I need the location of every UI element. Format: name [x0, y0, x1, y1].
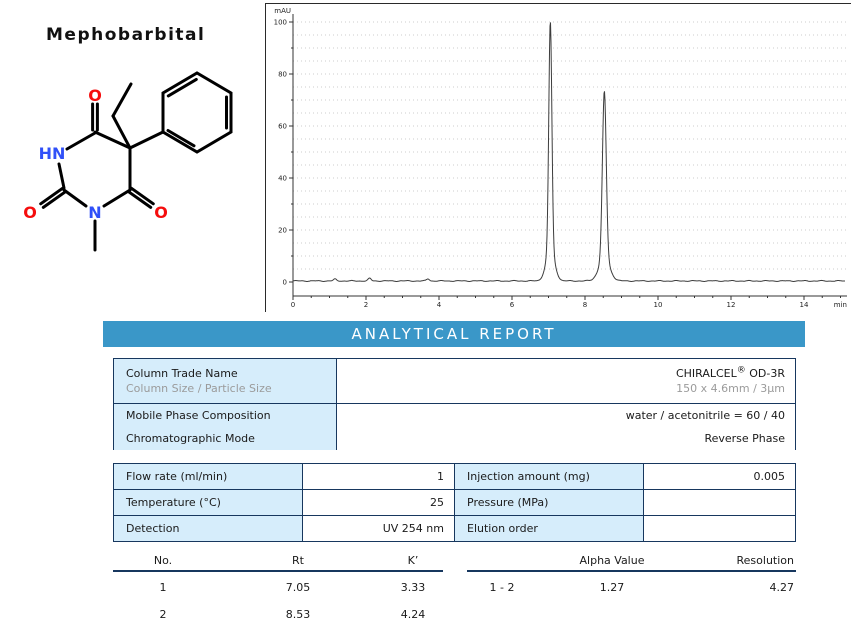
svg-text:mAU: mAU: [274, 7, 291, 15]
column-trade-name-value: CHIRALCEL® OD-3R: [675, 365, 785, 380]
column-header: Rt: [292, 553, 304, 567]
info-sublabel: Column Size / Particle Size: [126, 382, 272, 395]
info-label-cell: Mobile Phase Composition: [114, 404, 337, 427]
svg-text:10: 10: [654, 301, 663, 309]
result-cell: 7.05: [285, 580, 311, 594]
table-row: Flow rate (ml/min) 1 Injection amount (m…: [114, 464, 795, 489]
table-row: 1 7.05 3.33: [113, 575, 443, 599]
result-cell: 2: [159, 607, 167, 621]
table-row: Mobile Phase Composition water / acetoni…: [114, 403, 795, 427]
o-atom-label: O: [23, 203, 37, 222]
svg-text:80: 80: [278, 71, 287, 79]
compound-name: Mephobarbital: [46, 25, 206, 45]
param-label-cell: Injection amount (mg): [455, 464, 644, 489]
svg-text:20: 20: [278, 227, 287, 235]
results-header-row: No. Rt K’: [113, 550, 443, 572]
svg-text:40: 40: [278, 175, 287, 183]
table-row: Detection UV 254 nm Elution order: [114, 515, 795, 541]
result-cell: 4.24: [400, 607, 426, 621]
o-atom-label: O: [154, 203, 168, 222]
column-info-table: Column Trade Name Column Size / Particle…: [113, 358, 796, 450]
column-size-value: 150 x 4.6mm / 3µm: [676, 382, 785, 395]
param-value-cell: 25: [303, 490, 455, 515]
param-label-cell: Temperature (°C): [114, 490, 303, 515]
separation-results-table: Alpha Value Resolution 1 - 2 1.27 4.27: [467, 550, 796, 625]
chromatographic-mode-value: Reverse Phase: [704, 432, 785, 445]
column-header: Resolution: [736, 553, 794, 567]
param-label-cell: Elution order: [455, 516, 644, 541]
param-value-cell: UV 254 nm: [303, 516, 455, 541]
mobile-phase-value: water / acetonitrile = 60 / 40: [625, 409, 785, 422]
result-cell: 8.53: [285, 607, 311, 621]
info-label-cell: Column Trade Name Column Size / Particle…: [114, 359, 337, 403]
chromatogram-svg: mAU 0 20 40 60 80 100 0 2 4 6 8 10 12 14 min: [274, 7, 847, 309]
result-cell: 1: [159, 580, 167, 594]
svg-text:100: 100: [274, 19, 287, 27]
report-header-bar: ANALYTICAL REPORT: [103, 321, 805, 347]
o-atom-label: O: [88, 86, 102, 105]
svg-text:4: 4: [437, 301, 442, 309]
table-row: Column Trade Name Column Size / Particle…: [114, 359, 795, 403]
n-atom-label: N: [88, 203, 101, 222]
table-row: Temperature (°C) 25 Pressure (MPa): [114, 489, 795, 515]
param-value-cell: [644, 516, 795, 541]
parameters-table: Flow rate (ml/min) 1 Injection amount (m…: [113, 463, 796, 542]
param-value-cell: 0.005: [644, 464, 795, 489]
info-label: Mobile Phase Composition: [126, 409, 271, 422]
table-row: Chromatographic Mode Reverse Phase: [114, 426, 795, 450]
bond-lines: [39, 71, 233, 252]
nh-atom-label: HN: [39, 144, 66, 163]
info-value-cell: water / acetonitrile = 60 / 40: [337, 404, 795, 427]
column-header: Alpha Value: [579, 553, 645, 567]
param-value-cell: 1: [303, 464, 455, 489]
results-header-row: Alpha Value Resolution: [467, 550, 796, 572]
chromatogram-plot: mAU 0 20 40 60 80 100 0 2 4 6 8 10 12 14 min: [265, 3, 851, 312]
svg-text:60: 60: [278, 123, 287, 131]
info-value-cell: Reverse Phase: [337, 427, 795, 450]
result-cell: 1 - 2: [489, 580, 515, 594]
result-cell: 3.33: [400, 580, 426, 594]
table-row: 2 8.53 4.24: [113, 602, 443, 625]
table-row: 1 - 2 1.27 4.27: [467, 575, 796, 599]
svg-text:6: 6: [510, 301, 515, 309]
info-value-cell: CHIRALCEL® OD-3R 150 x 4.6mm / 3µm: [337, 359, 795, 403]
result-cell: 1.27: [599, 580, 625, 594]
results-section: No. Rt K’ 1 7.05 3.33 2 8.53 4.24 Alpha …: [113, 550, 796, 625]
svg-text:8: 8: [583, 301, 587, 309]
retention-results-table: No. Rt K’ 1 7.05 3.33 2 8.53 4.24: [113, 550, 443, 625]
svg-text:12: 12: [727, 301, 736, 309]
column-header: No.: [153, 553, 173, 567]
atom-labels: HN N O O O: [23, 86, 168, 222]
svg-text:0: 0: [291, 301, 295, 309]
param-value-cell: [644, 490, 795, 515]
registered-trademark-icon: ®: [736, 365, 746, 376]
chemical-structure-drawing: HN N O O O: [23, 71, 233, 252]
param-label-cell: Flow rate (ml/min): [114, 464, 303, 489]
svg-text:min: min: [834, 301, 847, 309]
svg-text:14: 14: [800, 301, 809, 309]
svg-text:0: 0: [283, 279, 287, 287]
param-label-cell: Detection: [114, 516, 303, 541]
svg-text:2: 2: [364, 301, 368, 309]
column-header: K’: [407, 553, 419, 567]
info-label: Column Trade Name: [126, 367, 238, 380]
info-label: Chromatographic Mode: [126, 432, 255, 445]
info-label-cell: Chromatographic Mode: [114, 427, 337, 450]
param-label-cell: Pressure (MPa): [455, 490, 644, 515]
report-header-title: ANALYTICAL REPORT: [351, 325, 557, 343]
result-cell: 4.27: [769, 580, 795, 594]
